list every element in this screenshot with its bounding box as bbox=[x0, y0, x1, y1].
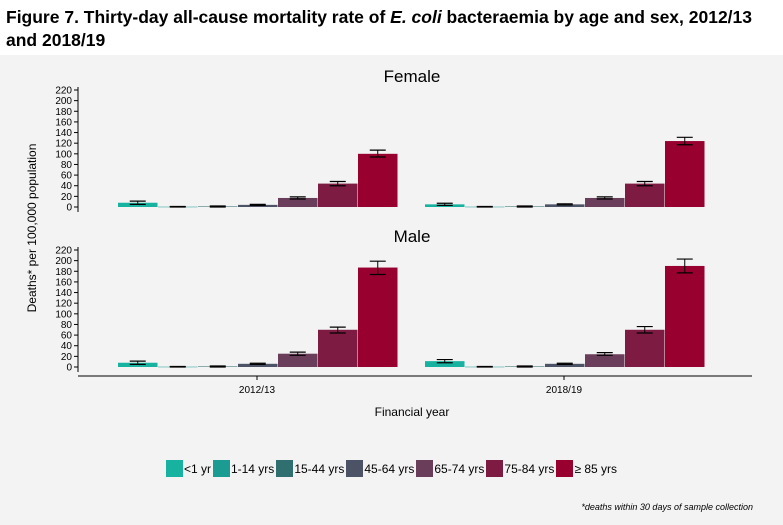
legend-label: 1-14 yrs bbox=[230, 461, 275, 476]
x-tick-label: 2018/19 bbox=[546, 385, 583, 396]
y-tick-label: 180 bbox=[55, 267, 72, 278]
y-tick-label: 160 bbox=[55, 117, 72, 128]
legend-swatch bbox=[212, 460, 230, 477]
bar-male-2018-19-3 bbox=[545, 363, 585, 367]
y-tick-label: 80 bbox=[61, 160, 73, 171]
y-tick-label: 60 bbox=[61, 171, 73, 182]
y-tick-label: 140 bbox=[55, 288, 72, 299]
x-axis-title: Financial year bbox=[375, 405, 450, 419]
bar-male-2012-13-6 bbox=[358, 267, 398, 367]
y-tick-label: 100 bbox=[55, 309, 72, 320]
legend-label: 15-44 yrs bbox=[294, 461, 345, 476]
facet-title-male: Male bbox=[394, 227, 431, 246]
title-prefix: Figure 7. Thirty-day all-cause mortality… bbox=[6, 7, 391, 27]
legend-item: 45-64 yrs bbox=[346, 460, 414, 477]
legend-label: <1 yr bbox=[183, 461, 211, 476]
footnote: *deaths within 30 days of sample collect… bbox=[581, 502, 753, 512]
y-tick-label: 120 bbox=[55, 299, 72, 310]
legend-label: ≥ 85 yrs bbox=[574, 461, 618, 476]
title-suffix: bacteraemia by age and sex, 2012/13 and … bbox=[6, 7, 753, 50]
y-tick-label: 40 bbox=[61, 181, 73, 192]
y-tick-label: 0 bbox=[66, 363, 72, 374]
y-tick-label: 120 bbox=[55, 139, 72, 150]
y-tick-label: 220 bbox=[55, 246, 72, 257]
legend-item: ≥ 85 yrs bbox=[556, 460, 617, 477]
facet-title-female: Female bbox=[384, 67, 441, 86]
y-tick-label: 40 bbox=[61, 341, 73, 352]
bar-male-2018-19-0 bbox=[425, 361, 465, 367]
legend-item: 75-84 yrs bbox=[486, 460, 554, 477]
legend-item: 15-44 yrs bbox=[276, 460, 344, 477]
bar-male-2012-13-3 bbox=[238, 363, 278, 367]
y-tick-label: 20 bbox=[61, 192, 73, 203]
y-tick-label: 200 bbox=[55, 96, 72, 107]
y-tick-label: 200 bbox=[55, 256, 72, 267]
legend-swatch bbox=[556, 460, 574, 477]
legend-swatch bbox=[486, 460, 504, 477]
figure-title: Figure 7. Thirty-day all-cause mortality… bbox=[6, 6, 781, 52]
y-tick-label: 160 bbox=[55, 277, 72, 288]
bar-female-2012-13-5 bbox=[318, 183, 358, 207]
legend-label: 65-74 yrs bbox=[434, 461, 485, 476]
legend-swatch bbox=[346, 460, 364, 477]
legend-swatch bbox=[416, 460, 434, 477]
bar-male-2018-19-5 bbox=[625, 329, 665, 367]
y-tick-label: 220 bbox=[55, 86, 72, 97]
chart-legend: <1 yr 1-14 yrs 15-44 yrs 45-64 yrs 65-74 yrs… bbox=[0, 460, 783, 477]
y-tick-label: 0 bbox=[66, 203, 72, 214]
legend-item: <1 yr bbox=[165, 460, 211, 477]
y-tick-label: 100 bbox=[55, 149, 72, 160]
y-tick-label: 140 bbox=[55, 128, 72, 139]
legend-item: 65-74 yrs bbox=[416, 460, 484, 477]
bar-female-2012-13-4 bbox=[278, 197, 318, 207]
y-tick-label: 180 bbox=[55, 107, 72, 118]
legend-swatch bbox=[276, 460, 294, 477]
x-tick-label: 2012/13 bbox=[239, 385, 276, 396]
legend-label: 75-84 yrs bbox=[504, 461, 555, 476]
legend-item: 1-14 yrs bbox=[212, 460, 275, 477]
legend-label: 45-64 yrs bbox=[364, 461, 415, 476]
bar-male-2012-13-5 bbox=[318, 329, 358, 367]
bar-female-2018-19-6 bbox=[665, 141, 705, 207]
title-italic: E. coli bbox=[390, 7, 442, 27]
bar-female-2012-13-6 bbox=[358, 153, 398, 207]
y-tick-label: 60 bbox=[61, 331, 73, 342]
legend-swatch bbox=[165, 460, 183, 477]
bar-female-2018-19-3 bbox=[545, 204, 585, 207]
bar-male-2018-19-6 bbox=[665, 265, 705, 367]
y-tick-label: 80 bbox=[61, 320, 73, 331]
bar-male-2012-13-4 bbox=[278, 353, 318, 367]
bar-male-2018-19-4 bbox=[585, 354, 625, 367]
bar-female-2018-19-4 bbox=[585, 197, 625, 207]
bar-female-2018-19-5 bbox=[625, 183, 665, 207]
y-tick-label: 20 bbox=[61, 352, 73, 363]
y-axis-title: Deaths* per 100,000 population bbox=[25, 144, 39, 313]
